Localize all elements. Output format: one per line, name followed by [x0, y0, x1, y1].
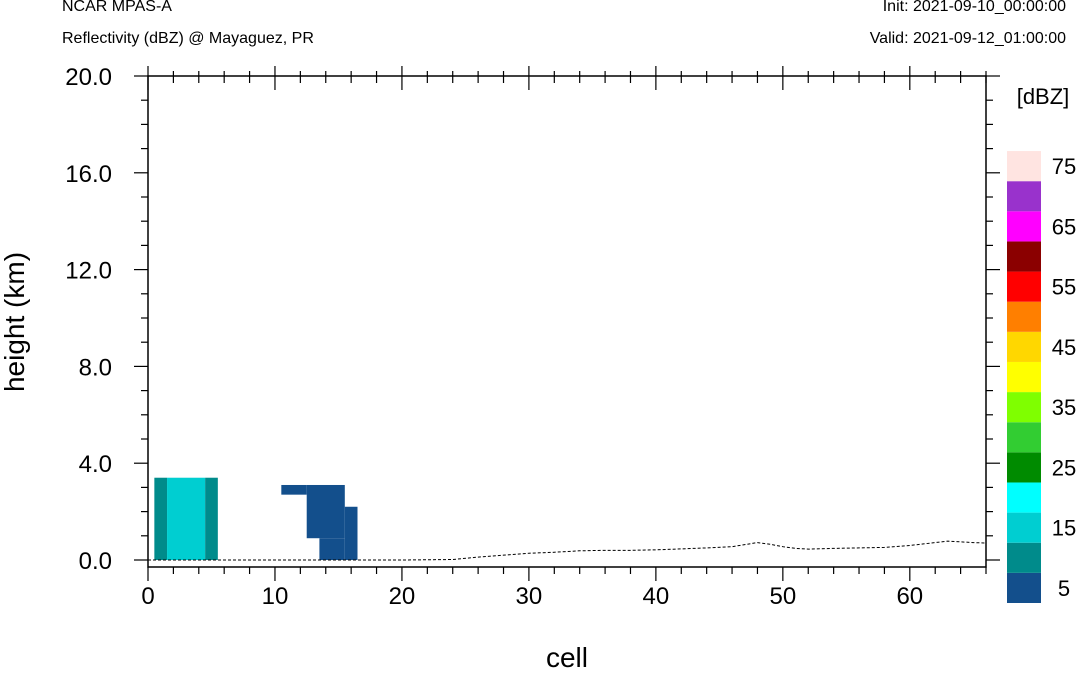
- terrain-line: [148, 540, 987, 561]
- colorbar-swatch-75: [1007, 151, 1041, 182]
- reflectivity-cell-0: [154, 477, 168, 560]
- y-tick-label-0.0: 0.0: [79, 548, 112, 575]
- colorbar-label-55: 55: [1052, 275, 1076, 300]
- reflectivity-cell-1: [167, 477, 206, 560]
- colorbar-swatch-25: [1007, 452, 1041, 483]
- colorbar-swatch-40: [1007, 361, 1041, 393]
- y-axis-title: height (km): [0, 252, 30, 392]
- reflectivity-cell-3: [281, 484, 307, 495]
- colorbar-swatch-55: [1007, 271, 1041, 302]
- header-model-name: NCAR MPAS-A: [62, 0, 172, 15]
- colorbar-label-35: 35: [1052, 395, 1076, 420]
- colorbar-swatch-65: [1007, 211, 1041, 242]
- y-tick-label-4.0: 4.0: [79, 451, 112, 478]
- axis-tick-labels: 0 10 20 30 40 50 60 0.0 4.0 8.0 12.0 16.0 20.0: [65, 64, 923, 610]
- colorbar-swatch-50: [1007, 301, 1041, 332]
- colorbar-label-15: 15: [1052, 516, 1076, 541]
- header-init-time: Init: 2021-09-10_00:00:00: [882, 0, 1066, 15]
- reflectivity-cell-6: [344, 506, 358, 560]
- colorbar-swatch-30: [1007, 422, 1041, 453]
- reflectivity-cell-2: [205, 477, 218, 560]
- colorbar-label-25: 25: [1052, 455, 1076, 480]
- colorbar-label-5: 5: [1058, 576, 1070, 601]
- terrain-profile-line: [148, 540, 987, 561]
- colorbar-swatch-20: [1007, 482, 1041, 513]
- colorbar-label-75: 75: [1052, 154, 1076, 179]
- colorbar-swatch-5: [1007, 572, 1041, 603]
- colorbar-swatch-60: [1007, 241, 1041, 272]
- header-valid-time: Valid: 2021-09-12_01:00:00: [869, 30, 1066, 47]
- colorbar-swatch-35: [1007, 392, 1041, 423]
- colorbar-swatch-45: [1007, 331, 1041, 362]
- x-tick-label-40: 40: [643, 583, 670, 610]
- x-axis-title: cell: [546, 642, 588, 673]
- y-tick-label-16.0: 16.0: [65, 161, 112, 188]
- x-tick-label-10: 10: [262, 583, 289, 610]
- colorbar-unit-label: [dBZ]: [1017, 84, 1070, 109]
- colorbar: 5 15 25 35 45 55 65 75: [1007, 151, 1076, 603]
- colorbar-swatch-15: [1007, 512, 1041, 543]
- axis-ticks: [134, 66, 1000, 581]
- colorbar-swatch-10: [1007, 542, 1041, 573]
- x-tick-label-30: 30: [516, 583, 543, 610]
- x-tick-label-60: 60: [896, 583, 923, 610]
- y-tick-label-20.0: 20.0: [65, 64, 112, 91]
- colorbar-label-45: 45: [1052, 335, 1076, 360]
- colorbar-label-65: 65: [1052, 214, 1076, 239]
- y-tick-label-12.0: 12.0: [65, 258, 112, 285]
- x-tick-label-20: 20: [389, 583, 416, 610]
- reflectivity-cell-4: [306, 484, 345, 539]
- x-tick-label-0: 0: [141, 583, 154, 610]
- y-tick-label-8.0: 8.0: [79, 354, 112, 381]
- reflectivity-cells: [154, 477, 358, 560]
- header-field-title: Reflectivity (dBZ) @ Mayaguez, PR: [62, 30, 314, 47]
- x-tick-label-50: 50: [769, 583, 796, 610]
- plot-frame: [147, 75, 987, 568]
- colorbar-swatch-70: [1007, 181, 1041, 212]
- reflectivity-cell-5: [319, 538, 345, 560]
